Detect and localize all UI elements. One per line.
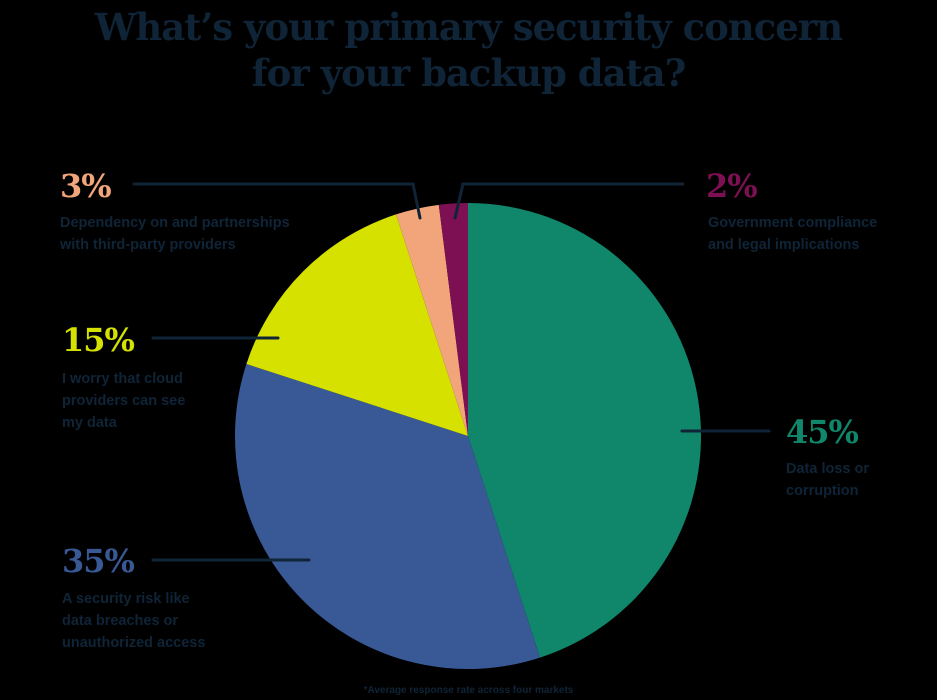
label-15pct-value: 15% [62, 321, 135, 359]
pie-slice-35pct [234, 363, 541, 669]
pie-slice-15pct [246, 214, 468, 436]
pie-slice-45pct [468, 203, 701, 658]
chart-title-line-1: What’s your primary security concern [94, 5, 843, 49]
label-15pct-line-3: my data [62, 415, 117, 431]
label-15pct-line-1: I worry that cloud [62, 371, 183, 387]
leader-lines [132, 182, 771, 562]
footnote: *Average response rate across four marke… [363, 685, 574, 696]
label-45pct-line-1: Data loss or [786, 461, 869, 477]
label-35pct-description: A security risk like data breaches or un… [62, 588, 205, 654]
label-3pct-value: 3% [60, 167, 112, 205]
label-2pct-description: Government compliance and legal implicat… [708, 212, 877, 256]
label-3pct-line-1: Dependency on and partnerships [60, 215, 290, 231]
leader-line-2pct [453, 182, 685, 220]
label-45pct-description: Data loss or corruption [786, 458, 869, 502]
label-35pct-line-3: unauthorized access [62, 635, 206, 651]
label-35pct-line-2: data breaches or [62, 613, 179, 629]
label-35pct-value: 35% [62, 542, 135, 580]
label-45pct-value: 45% [786, 413, 859, 451]
label-35pct-line-1: A security risk like [62, 591, 190, 607]
pie-slice-3pct [395, 204, 468, 436]
label-2pct-value: 2% [706, 167, 758, 205]
pie-slices [234, 203, 701, 669]
pie-slice-2pct [438, 203, 468, 436]
label-3pct-line-2: with third-party providers [60, 237, 236, 253]
label-3pct-description: Dependency on and partnerships with thir… [60, 212, 290, 256]
label-2pct-line-1: Government compliance [708, 215, 878, 231]
leader-line-3pct [132, 182, 422, 220]
label-2pct-line-2: and legal implications [708, 237, 860, 253]
label-45pct-line-2: corruption [786, 483, 859, 499]
chart-title: What’s your primary security concern for… [0, 4, 937, 96]
label-15pct-line-2: providers can see [62, 393, 186, 409]
label-15pct-description: I worry that cloud providers can see my … [62, 368, 185, 434]
chart-title-line-2: for your backup data? [251, 51, 687, 95]
